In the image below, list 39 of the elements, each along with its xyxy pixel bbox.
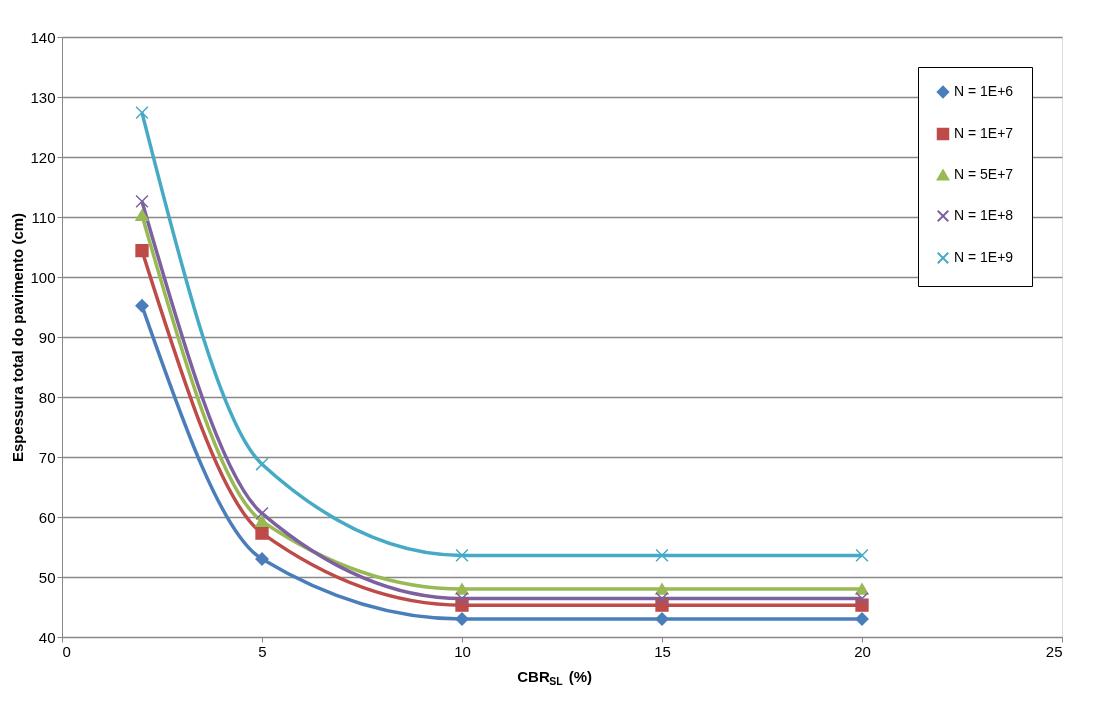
x-tick-label: 5 [258,642,267,660]
y-tick-label: 70 [38,448,56,466]
point [135,209,149,222]
point [655,583,669,595]
point [655,591,669,606]
y-tick-label: 110 [31,208,56,226]
legend-label: N = 1E+6 [954,83,1014,99]
point [255,515,269,528]
legend-label: N = 5E+7 [954,166,1014,182]
point [135,243,149,258]
y-tick-label: 120 [30,148,56,166]
point [135,194,149,209]
point [455,583,469,595]
y-axis-title: Espessura total do pavimento (cm) [9,212,27,463]
y-tick-label: 50 [38,568,56,586]
y-tick-label: 60 [38,508,56,526]
point [855,548,869,563]
y-tick-label: 140 [30,28,56,46]
point [135,105,149,120]
point [135,299,149,313]
y-tick-label: 80 [38,388,56,406]
y-tick-label: 90 [38,328,56,346]
point [455,548,469,563]
y-tick-label: 130 [30,88,56,106]
legend-label: N = 1E+7 [954,125,1014,141]
point [655,548,669,563]
x-tick-label: 0 [62,642,71,660]
x-tick-label: 15 [654,642,671,660]
point [855,591,869,606]
y-tick-label: 40 [38,628,56,646]
x-tick-label: 10 [454,642,471,660]
legend-label: N = 1E+9 [954,249,1014,265]
legend-label: N = 1E+8 [954,207,1014,223]
x-tick-label: 20 [854,642,871,660]
point [455,591,469,606]
y-tick-label: 100 [30,268,56,286]
x-tick-label: 25 [1045,642,1063,660]
point [255,526,269,540]
point [855,583,869,595]
